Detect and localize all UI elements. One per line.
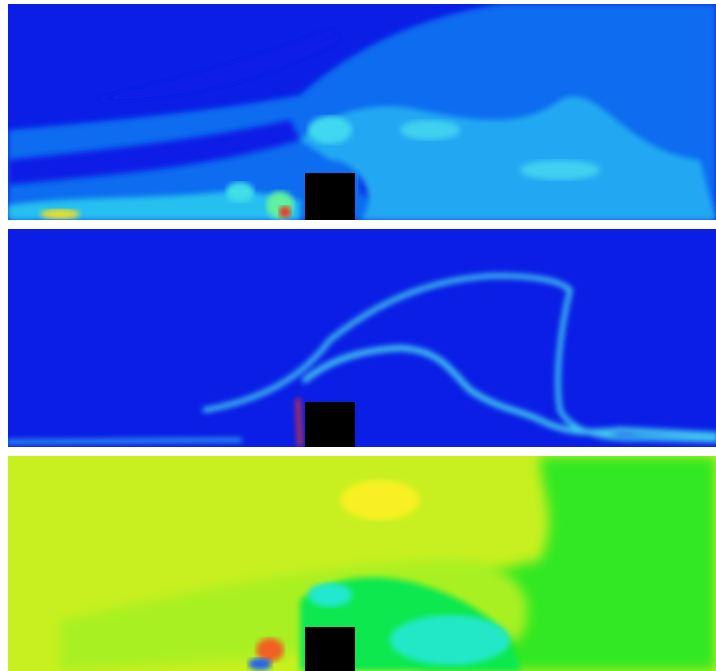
cyan-patch (400, 120, 460, 140)
background (8, 229, 716, 447)
panel-bottom (8, 456, 716, 671)
cold-spot (248, 658, 272, 670)
obstacle (305, 627, 355, 671)
vortex (226, 182, 254, 202)
panel-top (8, 4, 716, 220)
hot-patch (40, 209, 80, 219)
hot-spot (279, 206, 291, 218)
panel-middle (8, 229, 716, 447)
contour-figure (0, 0, 716, 671)
cyan-patch (390, 615, 510, 665)
obstacle (305, 402, 355, 447)
cyan-patch (520, 160, 600, 180)
obstacle (305, 173, 355, 220)
yellow-patch (340, 480, 420, 520)
hot-film (298, 400, 300, 445)
wall-film (8, 440, 240, 442)
cyan-patch (308, 583, 352, 607)
page: (() => { const data = JSON.parse(documen… (0, 0, 716, 671)
cyan-patch (308, 116, 352, 144)
